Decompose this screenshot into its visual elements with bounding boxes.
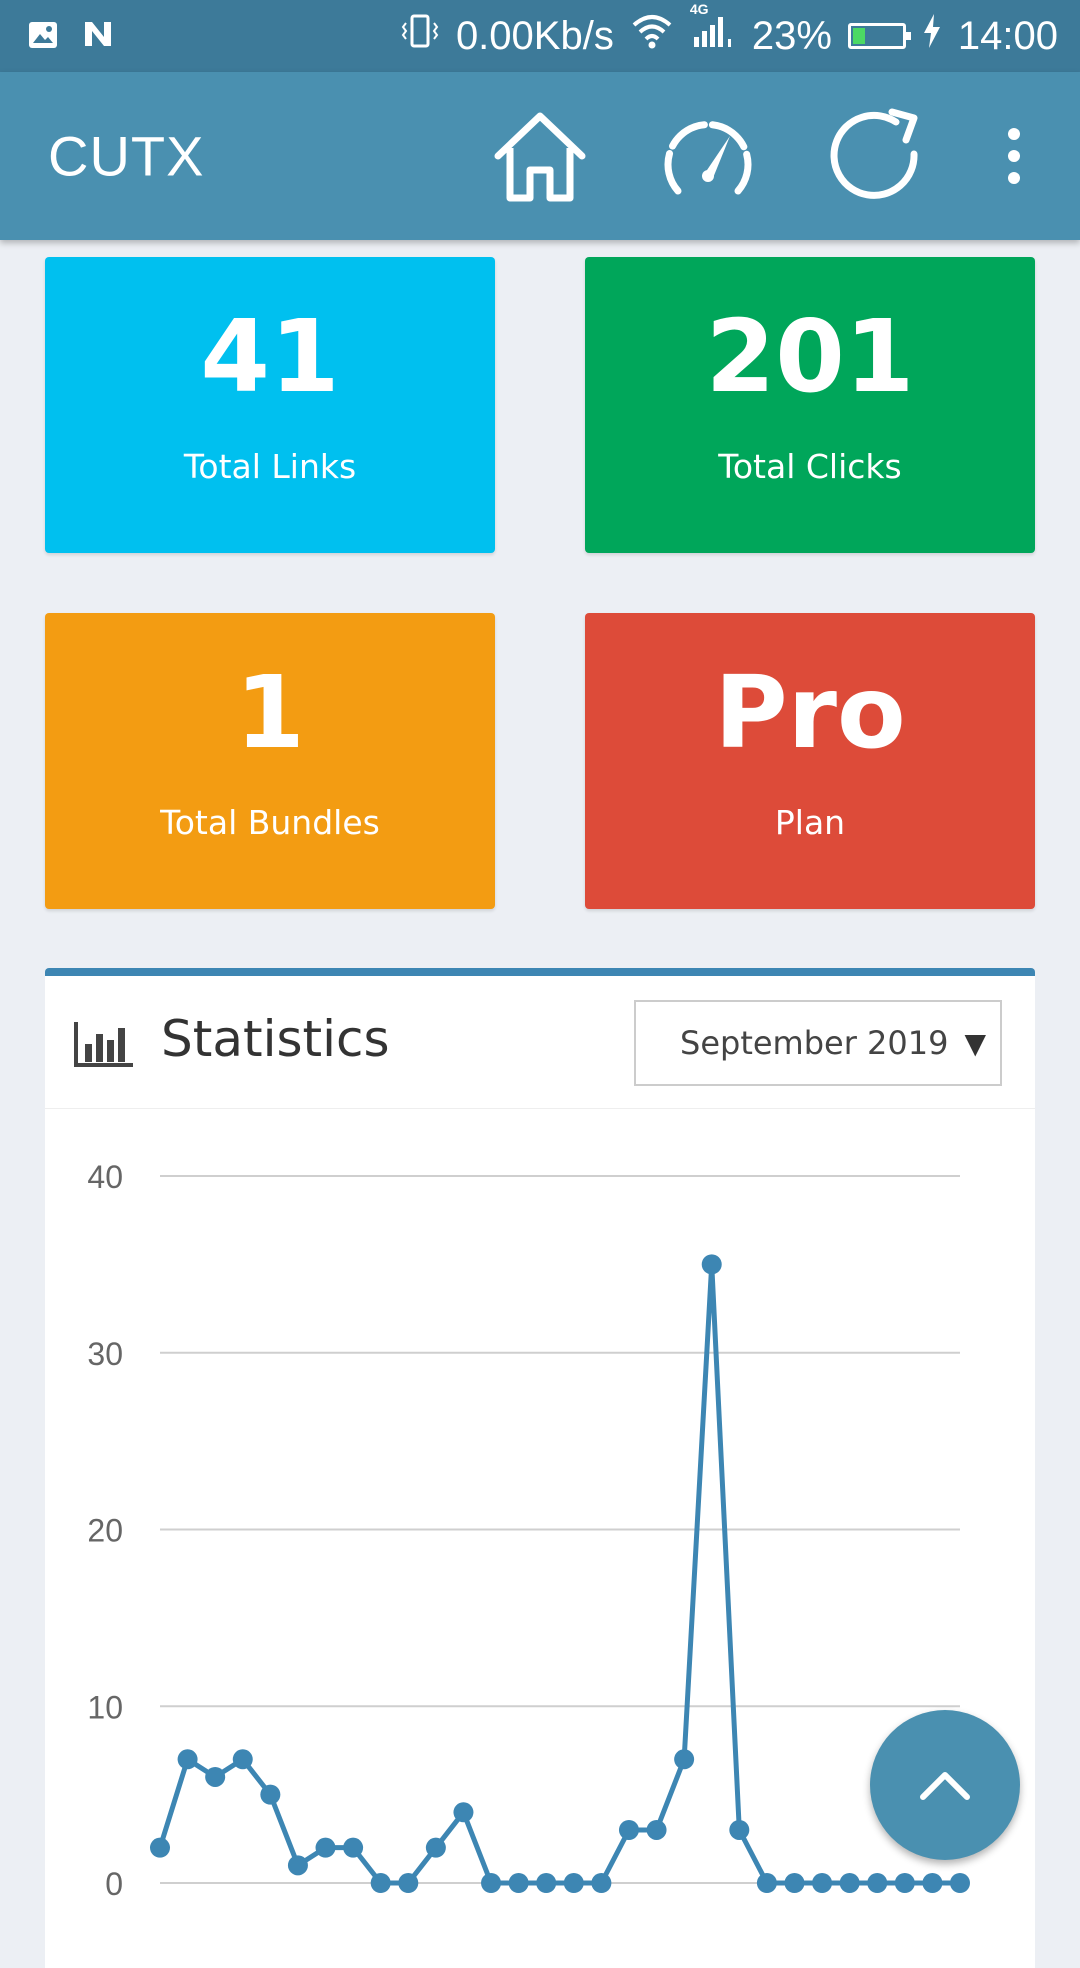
data-point[interactable] [563,1873,584,1893]
total-clicks-label: Total Clicks [718,447,902,486]
network-type: 4G [689,1,709,17]
data-point[interactable] [315,1837,336,1858]
plan-value: Pro [714,654,906,771]
data-point[interactable] [508,1873,529,1893]
data-point[interactable] [950,1873,970,1893]
data-point[interactable] [453,1802,474,1823]
data-point[interactable] [812,1873,833,1893]
dashboard-icon[interactable] [658,106,758,206]
battery-percent: 23% [751,13,832,58]
statistics-title: Statistics [161,1010,390,1068]
app-title: CUTX [48,124,205,188]
total-links-label: Total Links [183,447,357,486]
n-notification-icon [82,14,114,59]
status-bar: 0.00Kb/s 4G 23% 14:00 [0,0,1080,72]
data-point[interactable] [867,1873,888,1893]
scroll-top-button[interactable] [870,1710,1020,1860]
statistics-header: Statistics September 2019 ▼ [45,976,1035,1109]
battery-icon [847,23,911,49]
total-clicks-card[interactable]: 201 Total Clicks [585,257,1035,553]
dropdown-arrow-icon: ▼ [964,1026,986,1060]
data-point[interactable] [784,1873,805,1893]
data-point[interactable] [536,1873,557,1893]
plan-card[interactable]: Pro Plan [585,613,1035,909]
home-icon[interactable] [490,106,590,206]
data-point[interactable] [370,1873,391,1893]
data-point[interactable] [591,1873,612,1893]
total-bundles-label: Total Bundles [160,803,380,842]
gallery-notification-icon [28,14,58,59]
y-tick-label: 20 [87,1513,123,1549]
clock: 14:00 [957,13,1058,58]
signal-icon: 4G [690,1,736,59]
network-speed: 0.00Kb/s [455,13,614,58]
data-point[interactable] [646,1819,667,1840]
data-point[interactable] [674,1749,695,1770]
data-point[interactable] [894,1873,915,1893]
y-tick-label: 40 [87,1159,123,1195]
app-bar: CUTX [0,72,1080,240]
data-point[interactable] [618,1819,639,1840]
month-select-value: September 2019 [680,1024,949,1062]
chevron-up-icon [920,1772,970,1800]
data-point[interactable] [756,1873,777,1893]
charging-icon [922,13,942,59]
y-tick-label: 30 [87,1336,123,1372]
data-point[interactable] [701,1254,722,1275]
data-point[interactable] [481,1873,502,1893]
data-point[interactable] [922,1873,943,1893]
y-tick-label: 0 [105,1866,123,1902]
total-links-card[interactable]: 41 Total Links [45,257,495,553]
refresh-icon[interactable] [826,106,926,206]
data-point[interactable] [839,1873,860,1893]
vibrate-icon [400,13,440,59]
data-point[interactable] [232,1749,253,1770]
data-point[interactable] [343,1837,364,1858]
bar-chart-icon [73,1020,135,1073]
statistics-panel: Statistics September 2019 ▼ [45,968,1035,1968]
data-point[interactable] [425,1837,446,1858]
series-line [157,1261,960,1886]
more-vert-icon[interactable] [964,106,1064,206]
data-point[interactable] [398,1873,419,1893]
total-bundles-card[interactable]: 1 Total Bundles [45,613,495,909]
data-point[interactable] [205,1766,226,1787]
plan-label: Plan [774,803,846,842]
data-point[interactable] [729,1819,750,1840]
data-point[interactable] [287,1855,308,1876]
statistics-chart: 0 10 20 30 40 [87,1159,970,1902]
total-clicks-value: 201 [705,298,915,415]
month-select[interactable]: September 2019 ▼ [634,1000,1002,1086]
y-tick-label: 10 [87,1689,123,1725]
data-point[interactable] [260,1784,281,1805]
total-links-value: 41 [200,298,340,415]
wifi-icon [630,13,674,59]
data-point[interactable] [150,1837,170,1858]
total-bundles-value: 1 [235,654,305,771]
data-point[interactable] [177,1749,198,1770]
